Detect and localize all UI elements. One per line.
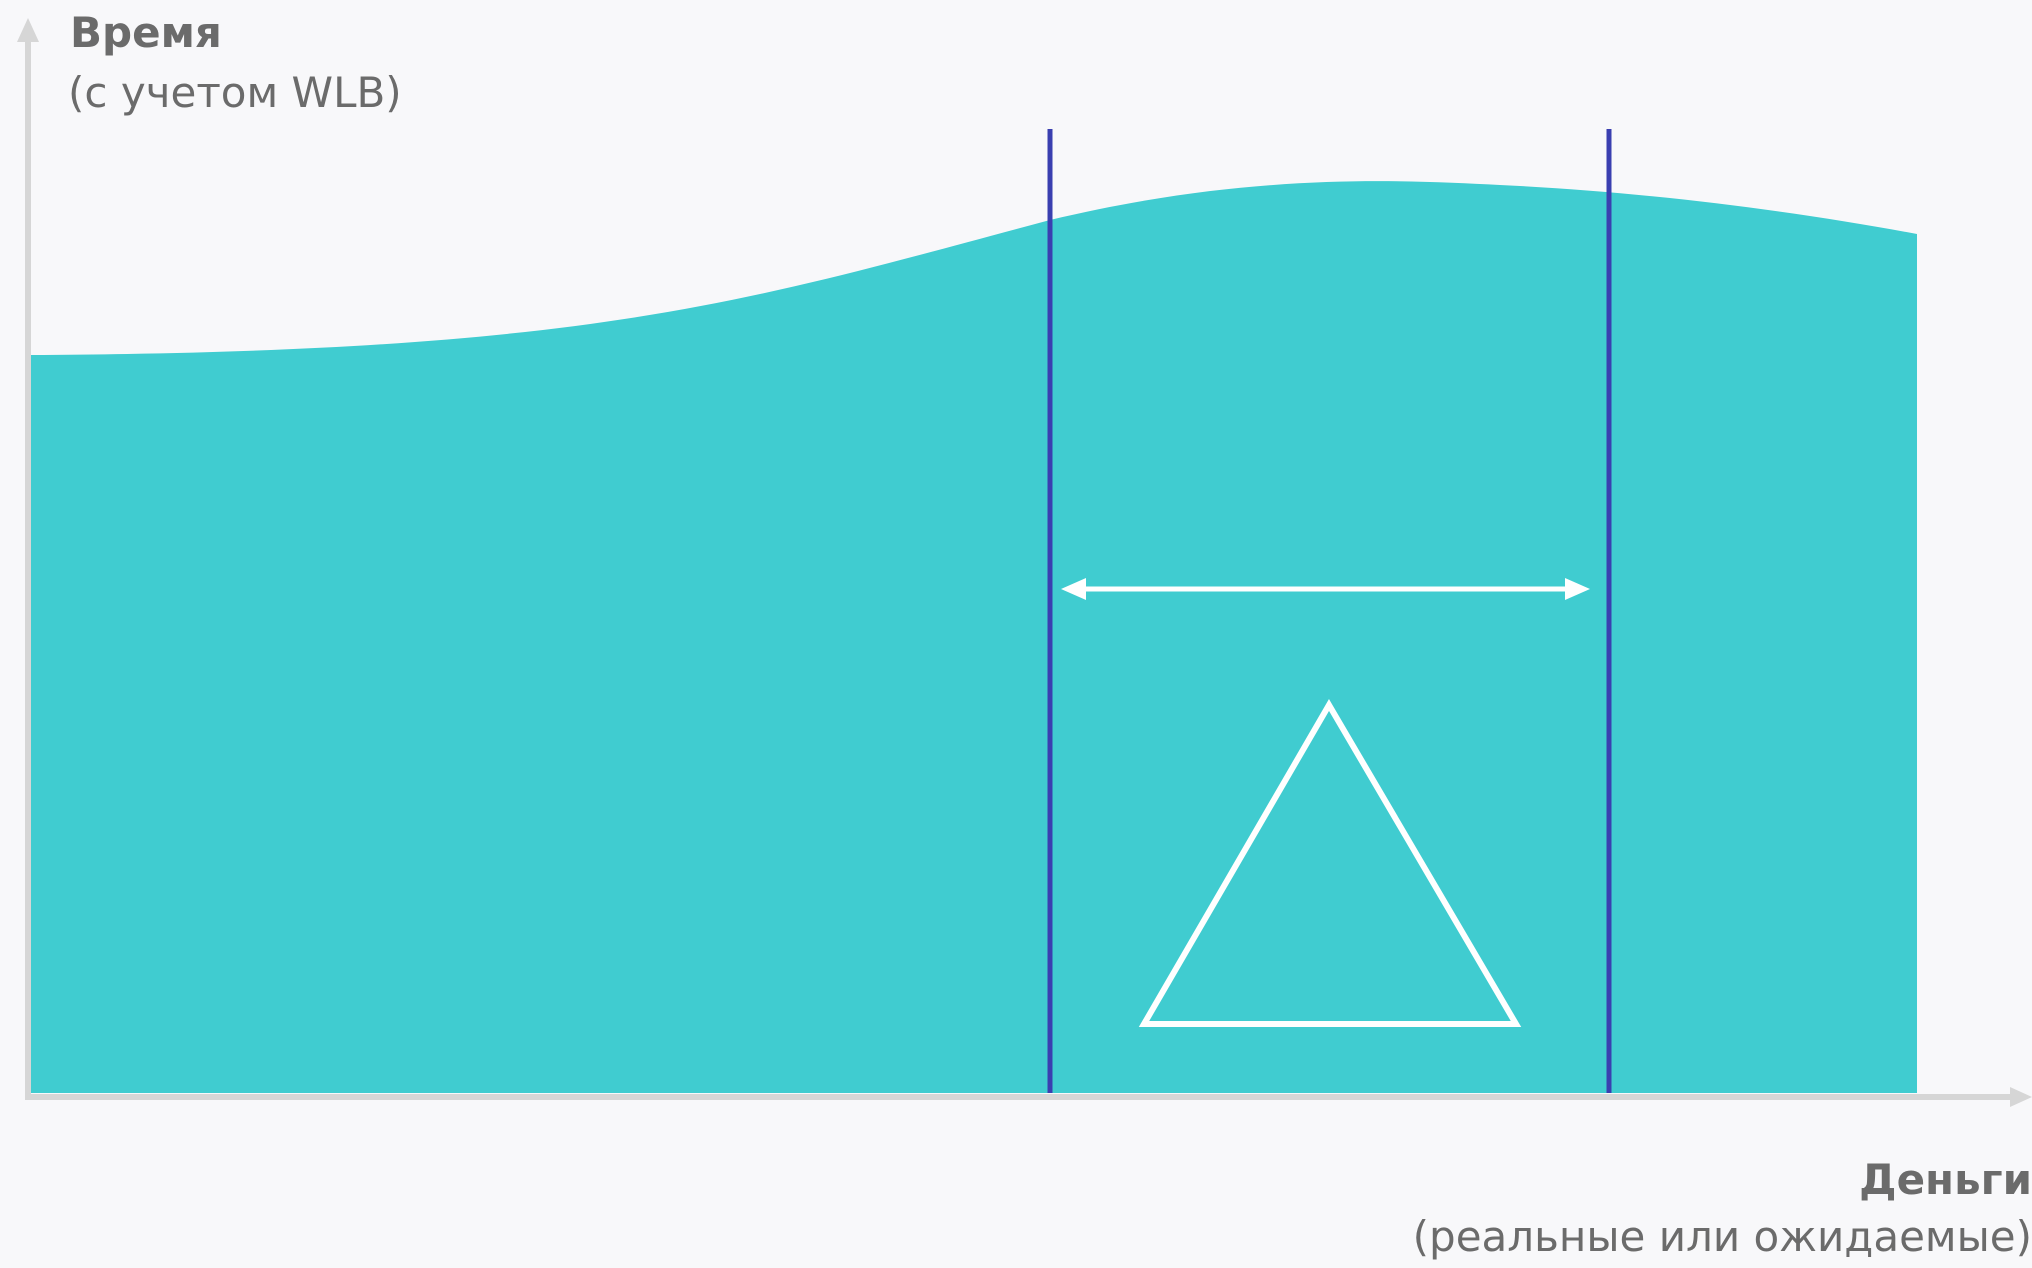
double-headed-arrow-icon bbox=[1061, 578, 1590, 600]
x-axis-title: Деньги bbox=[1859, 1155, 2032, 1204]
y-axis-subtitle: (с учетом WLB) bbox=[68, 68, 402, 117]
y-axis-arrowhead bbox=[17, 18, 39, 42]
delta-triangle-icon bbox=[1138, 699, 1522, 1027]
x-axis-subtitle: (реальные или ожидаемые) bbox=[1412, 1212, 2032, 1261]
y-axis-title: Время bbox=[70, 8, 222, 57]
x-axis-arrowhead bbox=[2010, 1087, 2032, 1107]
area-under-curve bbox=[31, 181, 1917, 1093]
